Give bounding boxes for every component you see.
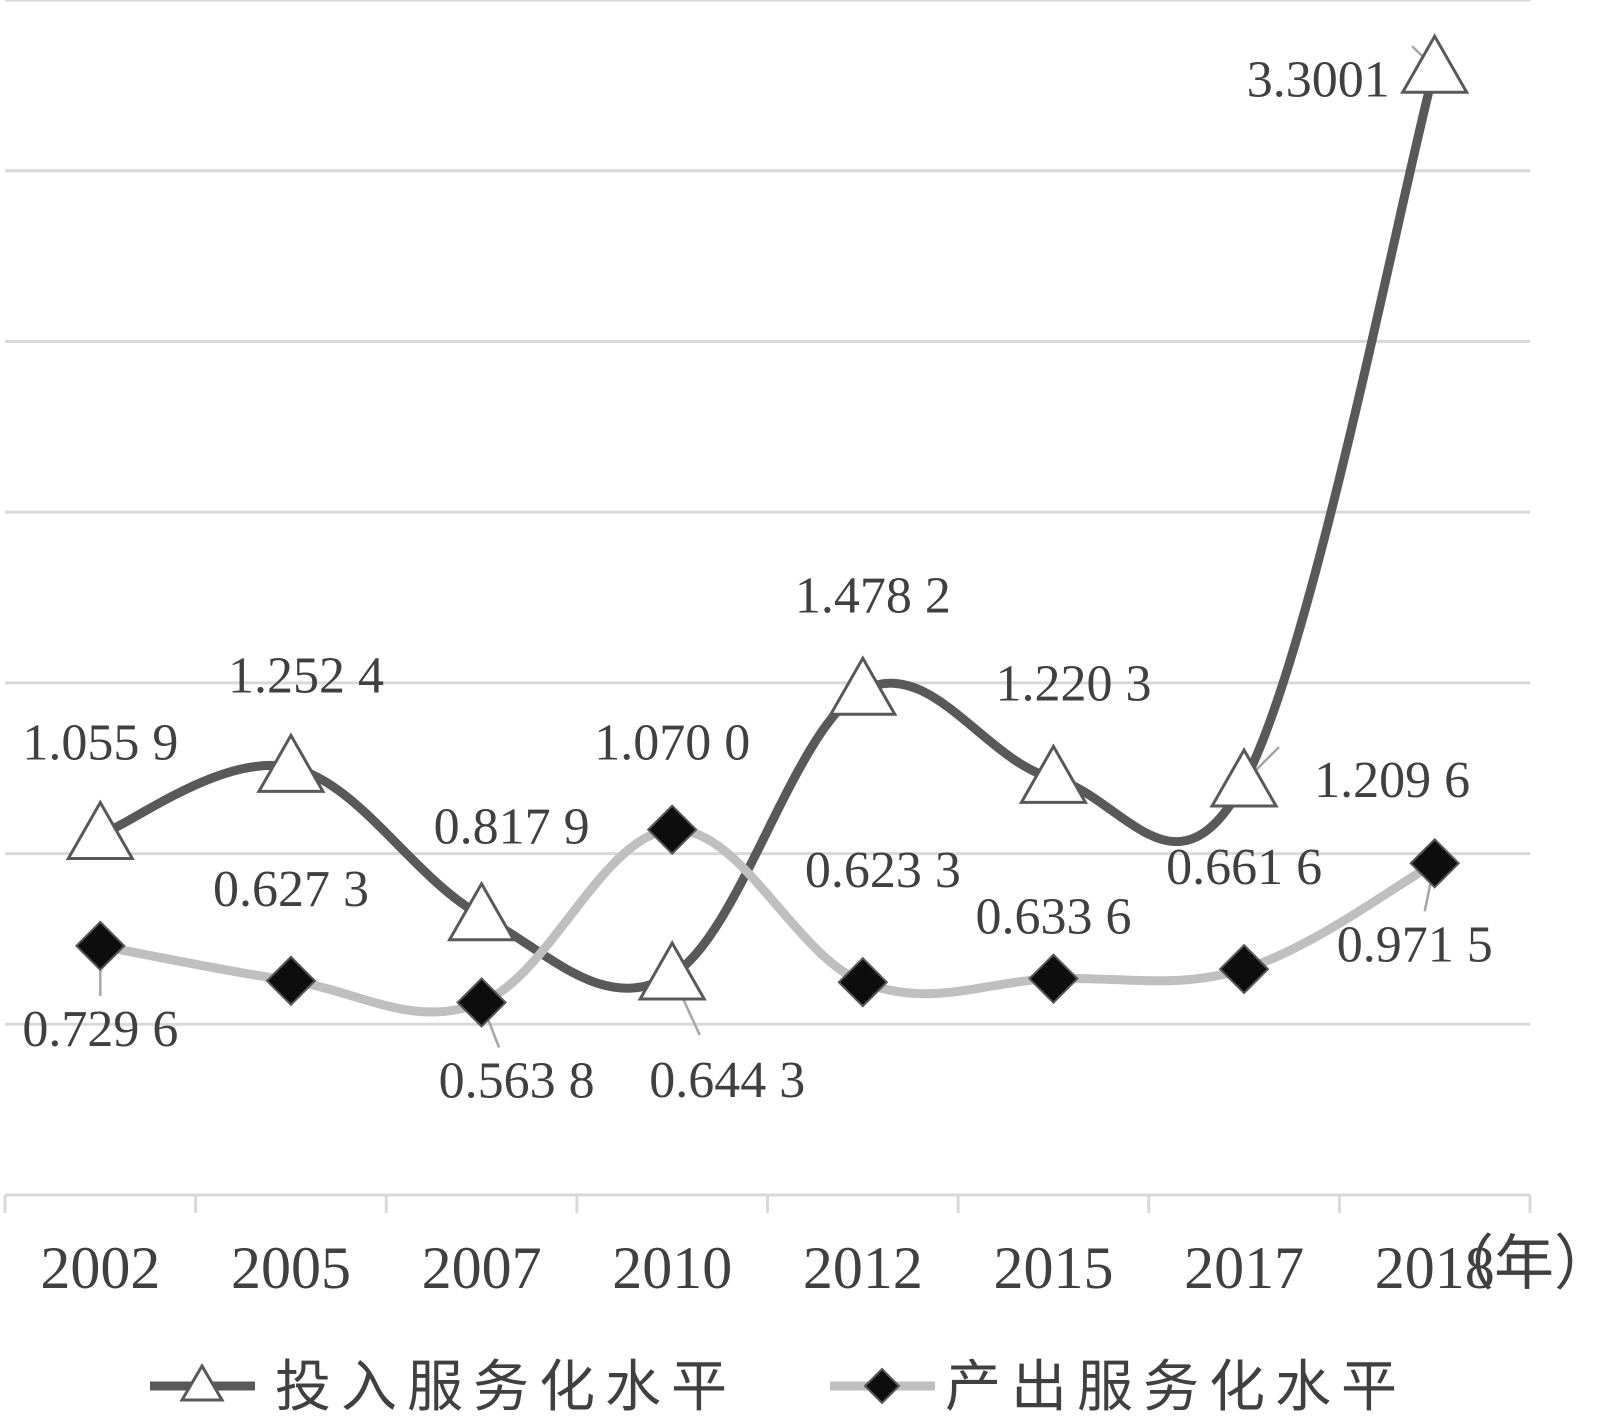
series-markers (65, 33, 1470, 1028)
marker-output-2005 (265, 955, 317, 1007)
marker-output-2017 (1218, 943, 1270, 995)
x-tick-label-2005: 2005 (231, 1235, 351, 1301)
marker-input-2002 (65, 799, 135, 860)
data-labels: 1.055 9 1.252 4 0.817 9 0.644 3 1.478 2 1.220… (22, 51, 1492, 1109)
x-tick-label-2010: 2010 (612, 1235, 732, 1301)
legend-marker-triangle-icon (179, 1363, 225, 1402)
marker-input-2017 (1209, 746, 1279, 808)
data-label-input-2015: 1.220 3 (995, 655, 1151, 712)
legend: 投入服务化水平 产出服务化水平 (150, 1355, 1407, 1416)
data-label-output-2005: 0.627 3 (213, 861, 369, 918)
marker-output-2018 (1409, 837, 1461, 889)
marker-output-2015 (1028, 953, 1079, 1005)
data-label-input-2012: 1.478 2 (795, 567, 951, 624)
marker-input-2007 (446, 880, 517, 942)
data-label-output-2017: 0.661 6 (1166, 839, 1322, 896)
legend-item-1: 产出服务化水平 (830, 1355, 1407, 1416)
data-label-output-2007: 0.563 8 (439, 1053, 595, 1110)
data-label-input-2007: 0.817 9 (434, 799, 590, 856)
gridlines (5, 0, 1530, 1026)
data-label-output-2012: 0.623 3 (805, 842, 961, 899)
legend-label-1: 产出服务化水平 (945, 1355, 1407, 1416)
marker-output-2010 (646, 804, 698, 856)
x-tick-label-2017: 2017 (1184, 1235, 1304, 1301)
marker-input-2015 (1018, 743, 1089, 804)
data-label-input-2017: 1.209 6 (1314, 752, 1470, 809)
marker-output-2012 (837, 956, 889, 1008)
x-axis: 2002 2005 2007 2010 2012 2015 2017 2018（年） (3, 1193, 1614, 1301)
legend-marker-diamond-icon (863, 1367, 901, 1405)
series-line-1 (95, 825, 1440, 1017)
x-tick-label-2007: 2007 (422, 1235, 542, 1301)
data-label-output-2015: 0.633 6 (975, 889, 1131, 946)
data-label-input-2010: 0.644 3 (649, 1052, 805, 1109)
x-tick-label-2018: 2018 (1375, 1235, 1495, 1301)
x-tick-label-2015: 2015 (993, 1235, 1113, 1301)
marker-input-2005 (256, 732, 326, 793)
marker-input-2012 (828, 655, 898, 716)
data-label-output-2018: 0.971 5 (1337, 916, 1493, 973)
data-label-output-2010: 1.070 0 (594, 715, 750, 772)
data-label-input-2002: 1.055 9 (22, 714, 178, 771)
x-tick-label-2002: 2002 (40, 1235, 160, 1301)
marker-output-2002 (74, 920, 126, 972)
marker-output-2007 (456, 977, 507, 1028)
x-tick-label-2012: 2012 (803, 1235, 923, 1301)
marker-input-2010 (637, 939, 707, 1001)
data-label-input-2018: 3.3001 (1247, 51, 1390, 108)
data-label-input-2005: 1.252 4 (228, 647, 384, 704)
data-label-output-2002: 0.729 6 (22, 1001, 178, 1058)
legend-label-0: 投入服务化水平 (275, 1355, 737, 1416)
marker-input-2018 (1400, 33, 1470, 94)
x-axis-unit: （年） (1434, 1231, 1614, 1297)
legend-item-0: 投入服务化水平 (150, 1355, 737, 1416)
